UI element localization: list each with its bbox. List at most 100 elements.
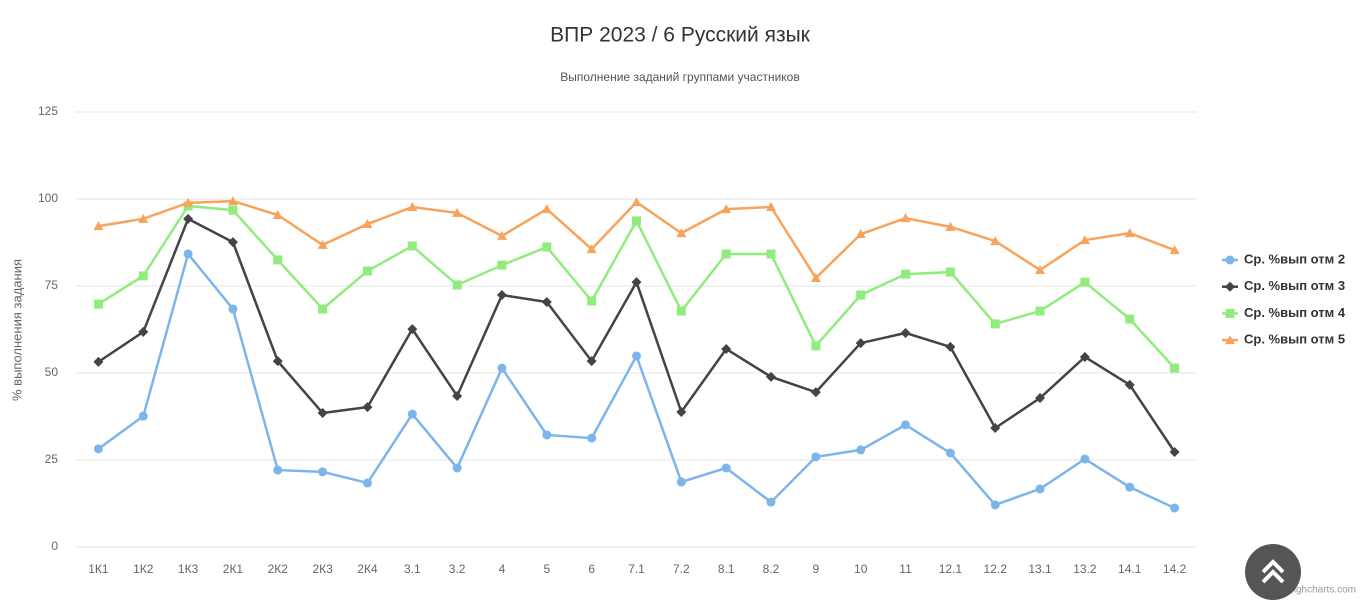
y-tick-label: 75 <box>45 278 59 292</box>
marker <box>318 467 328 477</box>
x-tick-label: 2К2 <box>268 562 289 576</box>
legend-item[interactable]: Ср. %вып отм 5 <box>1222 332 1345 347</box>
marker <box>945 221 956 231</box>
marker <box>721 249 731 259</box>
marker <box>676 406 687 417</box>
marker <box>362 402 373 413</box>
marker <box>496 290 507 301</box>
legend-marker <box>1225 281 1235 292</box>
marker <box>1079 235 1090 245</box>
scroll-top-button[interactable] <box>1245 544 1301 600</box>
marker <box>587 296 597 306</box>
x-tick-label: 8.1 <box>718 562 735 576</box>
marker <box>1035 306 1045 316</box>
x-tick-label: 1К2 <box>133 562 154 576</box>
legend-label: Ср. %вып отм 4 <box>1244 305 1346 320</box>
marker <box>676 228 687 238</box>
marker <box>138 271 148 281</box>
x-tick-label: 12.2 <box>984 562 1008 576</box>
y-axis-title: % выполнения задания <box>9 259 24 401</box>
legend-marker <box>1225 335 1235 345</box>
marker <box>138 213 149 223</box>
x-tick-label: 6 <box>588 562 595 576</box>
marker <box>1035 264 1046 274</box>
marker <box>900 213 911 223</box>
legend-marker <box>1225 308 1235 318</box>
marker <box>1124 379 1135 390</box>
marker <box>1170 503 1180 513</box>
x-tick-label: 3.1 <box>404 562 421 576</box>
marker <box>497 363 507 373</box>
marker <box>766 497 776 507</box>
x-tick-label: 9 <box>813 562 820 576</box>
marker <box>407 241 417 251</box>
marker <box>452 280 462 290</box>
y-tick-label: 0 <box>51 539 58 553</box>
marker <box>407 409 417 419</box>
x-tick-label: 1К3 <box>178 562 199 576</box>
marker <box>631 197 642 207</box>
marker <box>93 299 103 309</box>
marker <box>855 229 866 239</box>
marker <box>766 202 777 212</box>
marker <box>1125 314 1135 324</box>
marker <box>721 343 732 354</box>
y-tick-label: 100 <box>38 191 58 205</box>
marker <box>497 260 507 270</box>
marker <box>1035 393 1046 404</box>
chart-subtitle: Выполнение заданий группами участников <box>560 70 799 84</box>
marker <box>407 324 418 335</box>
x-tick-label: 5 <box>543 562 550 576</box>
x-tick-label: 2К4 <box>357 562 378 576</box>
marker <box>586 244 597 254</box>
y-tick-label: 125 <box>38 104 58 118</box>
legend-item[interactable]: Ср. %вып отм 4 <box>1222 305 1346 320</box>
marker <box>990 319 1000 329</box>
marker <box>93 221 104 231</box>
y-tick-label: 50 <box>45 365 59 379</box>
marker <box>407 202 418 212</box>
marker <box>542 242 552 252</box>
x-tick-label: 12.1 <box>939 562 963 576</box>
marker <box>227 196 238 206</box>
marker <box>810 387 821 398</box>
credit[interactable]: Highcharts.com <box>1287 585 1356 596</box>
marker <box>811 341 821 351</box>
marker <box>542 430 552 440</box>
marker <box>93 356 104 367</box>
chart-title: ВПР 2023 / 6 Русский язык <box>550 24 811 47</box>
marker <box>901 420 911 430</box>
x-tick-label: 13.1 <box>1028 562 1052 576</box>
marker <box>362 478 372 488</box>
y-tick-label: 25 <box>45 452 59 466</box>
marker <box>317 239 328 249</box>
marker <box>1169 245 1180 255</box>
marker <box>362 266 372 276</box>
marker <box>452 463 462 473</box>
marker <box>183 249 193 259</box>
marker <box>945 341 956 352</box>
marker <box>272 210 283 220</box>
x-tick-label: 8.2 <box>763 562 780 576</box>
marker <box>676 306 686 316</box>
x-tick-label: 2К1 <box>223 562 244 576</box>
marker <box>766 371 777 382</box>
x-tick-label: 4 <box>499 562 506 576</box>
marker <box>990 236 1001 246</box>
marker <box>1124 228 1135 238</box>
legend-item[interactable]: Ср. %вып отм 2 <box>1222 251 1345 266</box>
marker <box>587 433 597 443</box>
legend-label: Ср. %вып отм 5 <box>1244 332 1345 347</box>
marker <box>632 216 641 226</box>
marker <box>318 304 328 314</box>
marker <box>273 465 283 475</box>
marker <box>631 277 642 288</box>
marker <box>541 297 552 308</box>
marker <box>183 197 194 207</box>
legend-item[interactable]: Ср. %вып отм 3 <box>1222 278 1345 293</box>
x-tick-label: 13.2 <box>1073 562 1097 576</box>
marker <box>452 207 463 217</box>
marker <box>586 356 597 367</box>
